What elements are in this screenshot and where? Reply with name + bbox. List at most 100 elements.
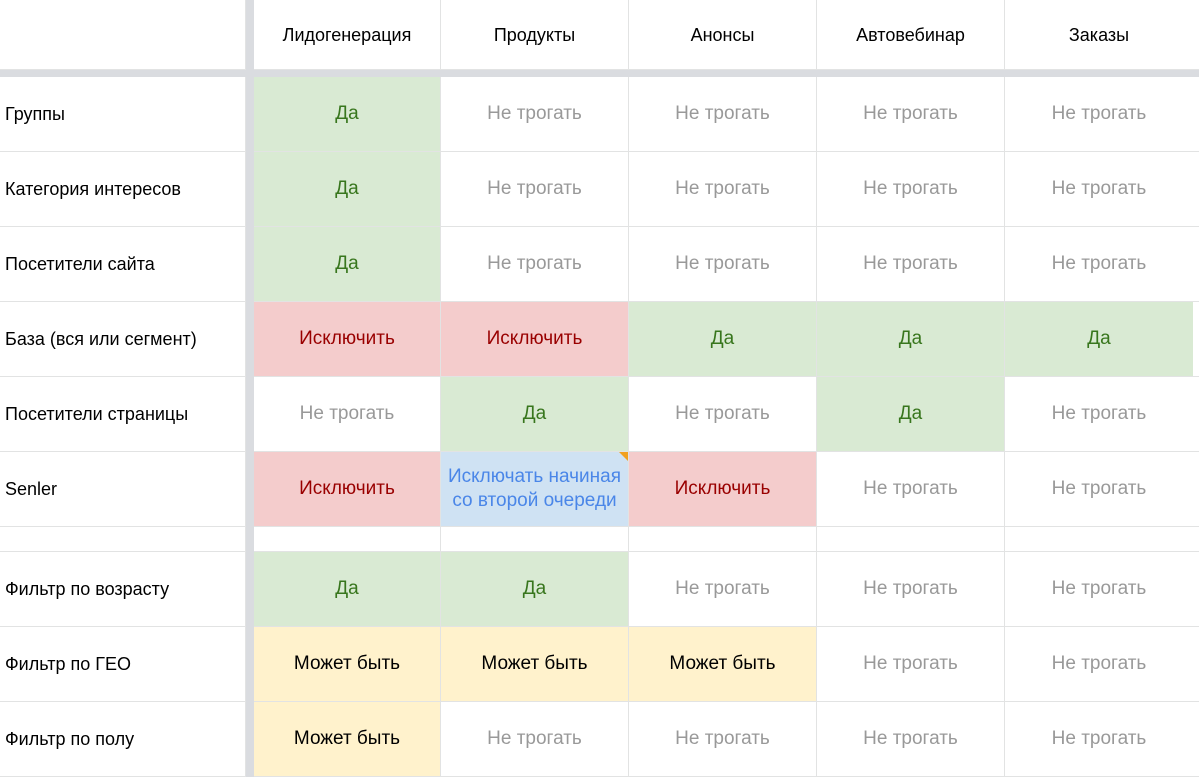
- table-cell[interactable]: Да: [254, 227, 441, 302]
- row-label[interactable]: Посетители страницы: [0, 377, 246, 452]
- corner-cell[interactable]: [0, 0, 246, 70]
- table-cell[interactable]: Не трогать: [1005, 227, 1193, 302]
- frozen-column-divider: [246, 552, 254, 627]
- table-cell[interactable]: Не трогать: [817, 227, 1005, 302]
- cell-value: Не трогать: [863, 728, 958, 749]
- table-cell[interactable]: Не трогать: [441, 77, 629, 152]
- cell-value: Не трогать: [675, 103, 770, 124]
- table-cell[interactable]: Не трогать: [817, 452, 1005, 527]
- row-label[interactable]: Посетители сайта: [0, 227, 246, 302]
- table-cell[interactable]: Не трогать: [629, 227, 817, 302]
- cell-value: Да: [898, 403, 923, 424]
- table-cell[interactable]: Не трогать: [1005, 552, 1193, 627]
- table-cell[interactable]: [817, 527, 1005, 552]
- table-cell[interactable]: Исключать начиная со второй очереди: [441, 452, 629, 527]
- cell-value: Исключать начиная со второй очереди: [447, 466, 622, 511]
- table-cell[interactable]: Да: [441, 552, 629, 627]
- column-header-announcements[interactable]: Анонсы: [629, 0, 817, 70]
- table-cell[interactable]: Не трогать: [441, 702, 629, 777]
- table-cell[interactable]: Не трогать: [441, 152, 629, 227]
- table-cell[interactable]: [254, 527, 441, 552]
- table-cell[interactable]: Исключить: [629, 452, 817, 527]
- row-label[interactable]: Категория интересов: [0, 152, 246, 227]
- cell-value: Может быть: [293, 728, 401, 749]
- frozen-column-divider: [246, 627, 254, 702]
- cell-value: Да: [898, 328, 923, 349]
- table-cell[interactable]: Не трогать: [817, 627, 1005, 702]
- table-cell[interactable]: Может быть: [441, 627, 629, 702]
- comment-indicator-icon[interactable]: [619, 452, 628, 461]
- row-label[interactable]: Фильтр по ГЕО: [0, 627, 246, 702]
- table-cell[interactable]: Не трогать: [1005, 377, 1193, 452]
- table-cell[interactable]: Не трогать: [817, 552, 1005, 627]
- table-cell[interactable]: Может быть: [254, 702, 441, 777]
- row-label[interactable]: Группы: [0, 77, 246, 152]
- table-cell[interactable]: Да: [254, 552, 441, 627]
- table-cell[interactable]: Да: [254, 152, 441, 227]
- cell-value: Не трогать: [487, 728, 582, 749]
- frozen-row-divider[interactable]: [0, 70, 1199, 77]
- cell-value: Не трогать: [299, 403, 395, 424]
- table-cell[interactable]: Не трогать: [254, 377, 441, 452]
- table-cell[interactable]: Не трогать: [817, 77, 1005, 152]
- cell-value: Не трогать: [675, 578, 770, 599]
- table-cell[interactable]: Не трогать: [1005, 152, 1193, 227]
- cell-value: Не трогать: [863, 653, 958, 674]
- cell-value: Может быть: [669, 653, 776, 674]
- table-cell[interactable]: Да: [1005, 302, 1193, 377]
- table-cell[interactable]: Исключить: [254, 452, 441, 527]
- table-cell[interactable]: Исключить: [254, 302, 441, 377]
- table-cell[interactable]: [629, 527, 817, 552]
- row-label[interactable]: Фильтр по полу: [0, 702, 246, 777]
- row-label[interactable]: Senler: [0, 452, 246, 527]
- cell-value: Да: [335, 178, 359, 199]
- table-cell[interactable]: Не трогать: [1005, 627, 1193, 702]
- frozen-column-divider: [246, 452, 254, 527]
- overflow-cell: [1193, 152, 1199, 227]
- frozen-column-divider[interactable]: [246, 0, 254, 70]
- cell-value: Не трогать: [487, 253, 582, 274]
- table-cell[interactable]: Исключить: [441, 302, 629, 377]
- table-cell[interactable]: Может быть: [629, 627, 817, 702]
- table-cell[interactable]: [1005, 527, 1193, 552]
- table-cell[interactable]: Не трогать: [1005, 702, 1193, 777]
- table-cell[interactable]: Не трогать: [1005, 77, 1193, 152]
- table-cell[interactable]: [441, 527, 629, 552]
- cell-value: Да: [522, 403, 547, 424]
- table-cell[interactable]: Не трогать: [441, 227, 629, 302]
- column-header-products[interactable]: Продукты: [441, 0, 629, 70]
- column-header-lidogeneration[interactable]: Лидогенерация: [254, 0, 441, 70]
- overflow-cell: [1193, 302, 1199, 377]
- cell-value: Не трогать: [487, 103, 582, 124]
- table-cell[interactable]: Не трогать: [629, 552, 817, 627]
- header-overflow-cell: [1193, 0, 1199, 70]
- table-cell[interactable]: Может быть: [254, 627, 441, 702]
- table-cell[interactable]: Не трогать: [1005, 452, 1193, 527]
- table-cell[interactable]: Не трогать: [629, 152, 817, 227]
- table-cell[interactable]: Не трогать: [817, 702, 1005, 777]
- table-cell[interactable]: Да: [441, 377, 629, 452]
- table-cell[interactable]: Да: [817, 302, 1005, 377]
- table-cell[interactable]: Не трогать: [629, 702, 817, 777]
- table-cell[interactable]: Да: [254, 77, 441, 152]
- table-cell[interactable]: Да: [817, 377, 1005, 452]
- table-cell[interactable]: Не трогать: [629, 77, 817, 152]
- overflow-cell: [1193, 702, 1199, 777]
- cell-value: Исключить: [299, 478, 395, 499]
- overflow-cell: [1193, 552, 1199, 627]
- cell-value: Может быть: [293, 653, 401, 674]
- table-cell[interactable]: Не трогать: [817, 152, 1005, 227]
- row-label[interactable]: База (вся или сегмент): [0, 302, 246, 377]
- frozen-column-divider: [246, 527, 254, 552]
- cell-value: Не трогать: [863, 478, 958, 499]
- table-cell[interactable]: Не трогать: [629, 377, 817, 452]
- row-label[interactable]: Фильтр по возрасту: [0, 552, 246, 627]
- table-cell[interactable]: Да: [629, 302, 817, 377]
- cell-value: Может быть: [481, 653, 588, 674]
- column-header-orders[interactable]: Заказы: [1005, 0, 1193, 70]
- cell-value: Не трогать: [487, 178, 582, 199]
- row-label[interactable]: [0, 527, 246, 552]
- column-header-autowebinar[interactable]: Автовебинар: [817, 0, 1005, 70]
- frozen-column-divider: [246, 152, 254, 227]
